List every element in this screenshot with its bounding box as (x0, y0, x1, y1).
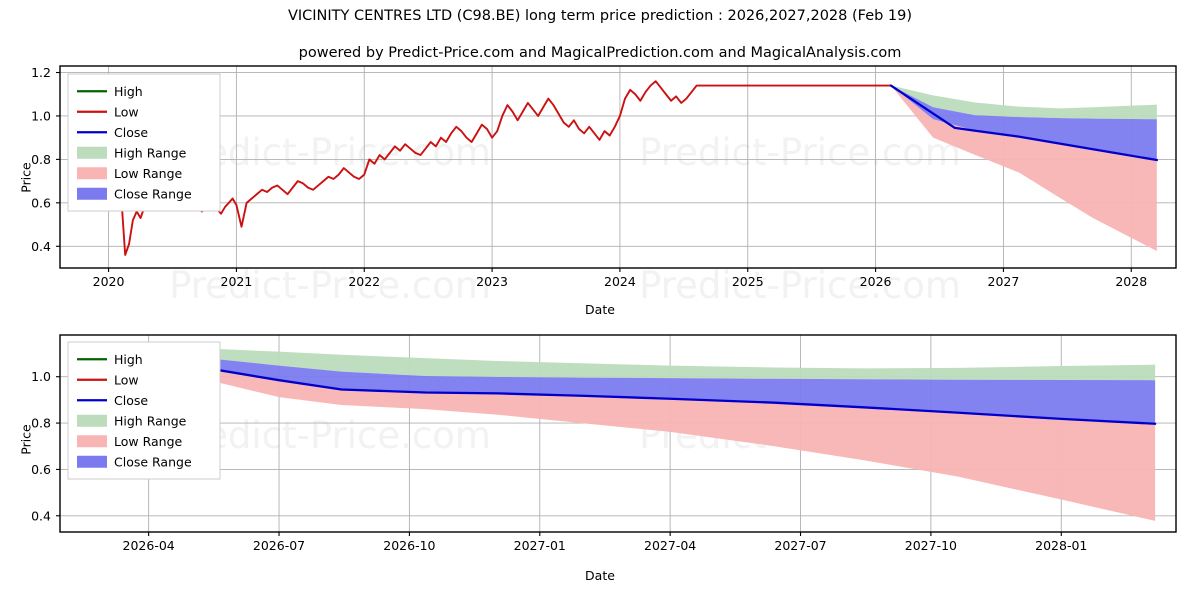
watermark-0: Predict-Price.com (169, 131, 491, 174)
x-tick-label-7: 2028-01 (1035, 538, 1087, 553)
legend-label-high: High (114, 84, 143, 99)
y-tick-label-2: 0.8 (31, 152, 51, 167)
legend-label-high: High (114, 352, 143, 367)
bottom-chart-axes: Predict-Price.comPredict-Price.com2026-0… (0, 320, 1200, 600)
y-tick-label-1: 0.6 (31, 195, 51, 210)
x-tick-label-3: 2027-01 (514, 538, 566, 553)
watermark-1: Predict-Price.com (639, 131, 961, 174)
top-chart-svg: Predict-Price.com Predict-Price.com Predic… (31, 65, 1177, 307)
legend-label-low-range: Low Range (114, 166, 183, 181)
x-tick-label-1: 2026-07 (253, 538, 305, 553)
series-line-close (889, 84, 1158, 162)
bottom-chart-xlabel: Date (585, 568, 615, 583)
x-tick-label-4: 2024 (604, 274, 636, 289)
x-tick-label-2: 2022 (348, 274, 380, 289)
y-tick-label-3: 1.0 (31, 369, 51, 384)
chart-legend: High Low Close High Range Low Range Close Ran… (67, 73, 221, 212)
legend-swatch-low-range (77, 435, 107, 448)
legend-label-high-range: High Range (114, 413, 187, 428)
band-low-range (80, 345, 1156, 521)
band-high-range (80, 344, 1156, 381)
axes-spine (59, 334, 1177, 533)
x-tick-label-4: 2027-04 (644, 538, 696, 553)
x-tick-label-5: 2025 (732, 274, 764, 289)
top-chart-xlabel: Date (585, 302, 615, 317)
x-tick-label-6: 2026 (860, 274, 892, 289)
legend-label-low: Low (114, 372, 139, 387)
band-high-range (890, 85, 1157, 120)
y-tick-label-0: 0.4 (31, 508, 51, 523)
y-tick-label-0: 0.4 (31, 239, 51, 254)
x-tick-label-2: 2026-10 (383, 538, 435, 553)
legend-swatch-close-range (77, 455, 107, 468)
legend-swatch-close-range (77, 187, 107, 200)
page-subtitle: powered by Predict-Price.com and Magical… (298, 45, 902, 61)
page-title: VICINITY CENTRES LTD (C98.BE) long term … (287, 8, 913, 24)
bottom-chart-svg: Predict-Price.comPredict-Price.com2026-0… (31, 334, 1177, 553)
top-chart-ylabel: Price (18, 162, 34, 193)
x-tick-label-1: 2021 (221, 274, 253, 289)
watermark-2: Predict-Price.com (169, 264, 491, 307)
top-chart-axes: Predict-Price.com Predict-Price.com Predic… (31, 65, 1177, 307)
legend-label-close-range: Close Range (114, 454, 192, 469)
legend-label-high-range: High Range (114, 145, 187, 160)
bottom-chart-ylabel: Price (18, 424, 34, 455)
x-tick-label-7: 2027 (988, 274, 1020, 289)
y-tick-label-3: 1.0 (31, 108, 51, 123)
legend-swatch-high-range (77, 414, 107, 427)
plot-background (60, 66, 1176, 268)
legend-swatch-high-range (77, 146, 107, 159)
x-tick-label-0: 2020 (93, 274, 125, 289)
band-low-range (890, 85, 1157, 252)
legend-label-low-range: Low Range (114, 434, 183, 449)
watermark-0: Predict-Price.com (169, 414, 491, 457)
y-tick-label-4: 1.2 (31, 65, 51, 80)
x-tick-label-0: 2026-04 (123, 538, 175, 553)
x-tick-label-6: 2027-10 (905, 538, 957, 553)
x-tick-label-8: 2028 (1115, 274, 1147, 289)
band-close-range (890, 85, 1157, 161)
watermark-3: Predict-Price.com (639, 264, 961, 307)
legend-label-close-range: Close Range (114, 186, 192, 201)
band-close-range (80, 344, 1156, 424)
x-tick-label-5: 2027-07 (774, 538, 826, 553)
axes-spine (59, 65, 1177, 269)
legend-label-close: Close (114, 125, 148, 140)
legend-label-close: Close (114, 393, 148, 408)
y-tick-label-1: 0.6 (31, 462, 51, 477)
legend-label-low: Low (114, 104, 139, 119)
legend-swatch-low-range (77, 167, 107, 180)
series-line-close (79, 344, 1157, 425)
chart-legend: High Low Close High Range Low Range Close Ran… (67, 341, 221, 480)
y-tick-label-2: 0.8 (31, 416, 51, 431)
x-tick-label-3: 2023 (476, 274, 508, 289)
